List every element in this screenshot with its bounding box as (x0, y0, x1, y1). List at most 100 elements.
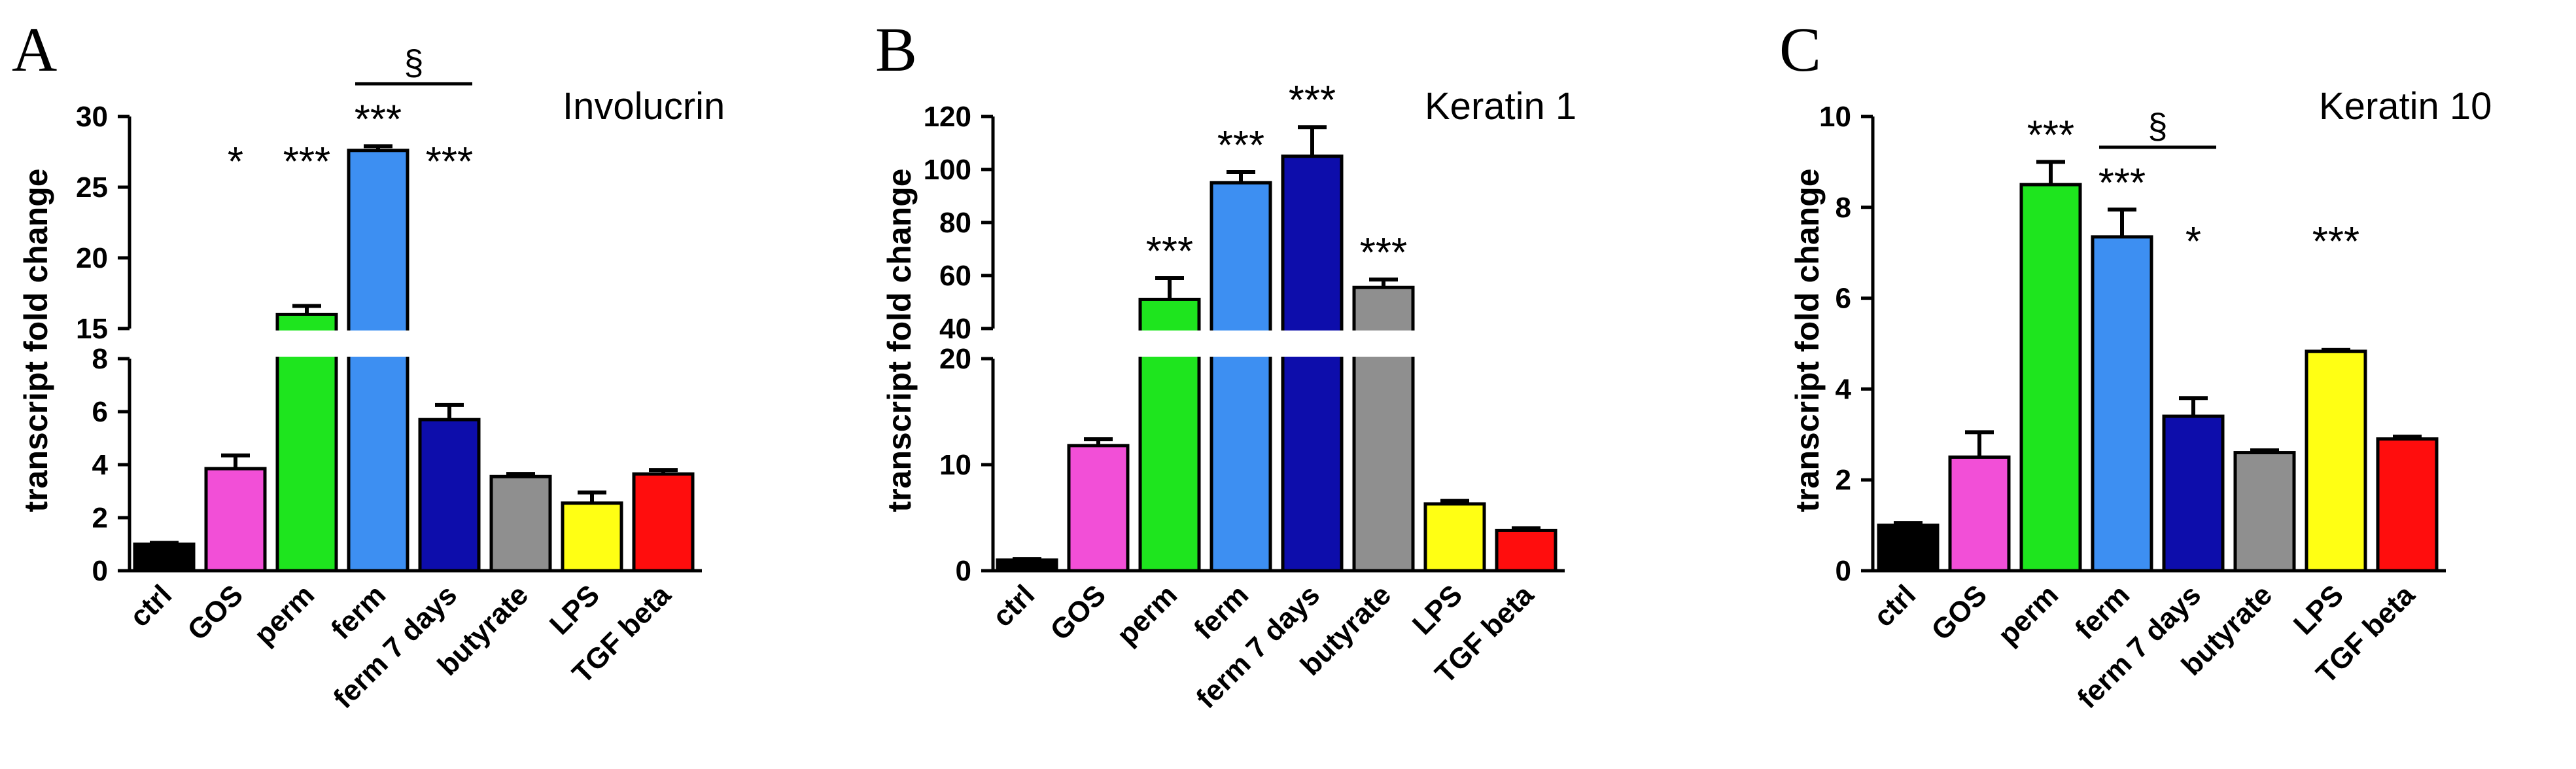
ylabel-a: transcript fold change (18, 168, 54, 512)
category-label: GOS (1925, 579, 1993, 647)
significance-marker: *** (1146, 229, 1193, 274)
y-tick-label: 25 (76, 171, 108, 204)
category-label: LPS (2288, 579, 2350, 641)
axis-break-gap (1279, 331, 1346, 357)
significance-marker: *** (426, 139, 473, 185)
bar-lps (2305, 349, 2367, 573)
y-tick-label: 60 (939, 260, 971, 292)
significance-marker: *** (2312, 219, 2359, 264)
bar-tgf-beta (632, 472, 695, 573)
bar-butyrate (489, 474, 552, 573)
category-label: ferm (1188, 579, 1255, 645)
bracket-label: § (2148, 107, 2167, 146)
bar-gos (1948, 456, 2011, 573)
gene-title-b: Keratin 1 (1425, 85, 1576, 128)
y-tick-label: 0 (956, 555, 971, 587)
bar-tgf-beta (1495, 528, 1558, 573)
category-label: perm (1992, 579, 2064, 651)
bar-ferm-7-days (1281, 154, 1344, 573)
bar-ctrl (996, 558, 1058, 573)
category-label: ctrl (124, 579, 178, 633)
panel-a: A Involucrin transcript fold change 0 2 4 6… (12, 14, 725, 715)
y-tick-label: 0 (1836, 555, 1851, 587)
y-tick-label: 8 (92, 343, 108, 375)
y-tick-label: 2 (1836, 464, 1851, 496)
y-tick-label: 100 (924, 154, 971, 186)
y-tick-label: 20 (939, 343, 971, 375)
category-label: GOS (1044, 579, 1112, 647)
y-tick-label: 4 (92, 449, 109, 481)
panel-letter-c: C (1779, 14, 1821, 84)
bar-ferm (2091, 235, 2153, 573)
significance-marker: * (2185, 219, 2201, 264)
ylabel-c: transcript fold change (1789, 168, 1826, 512)
significance-marker: *** (283, 139, 330, 185)
category-label: ctrl (1868, 579, 1922, 633)
panel-letter-b: B (875, 14, 917, 84)
significance-marker: * (228, 139, 243, 185)
y-tick-label: 15 (76, 313, 108, 345)
bar-butyrate (1352, 285, 1415, 573)
category-label: ferm (325, 579, 392, 645)
bar-lps (1423, 502, 1486, 573)
bar-ferm (347, 149, 409, 573)
bar-ferm-7-days (2162, 414, 2225, 573)
bar-ferm-7-days (418, 418, 481, 573)
significance-marker: *** (355, 97, 402, 142)
bar-ctrl (133, 543, 196, 573)
gene-title-a: Involucrin (563, 85, 725, 128)
gene-title-c: Keratin 10 (2319, 85, 2492, 128)
category-label: perm (248, 579, 321, 651)
bar-ferm (1210, 181, 1272, 573)
y-tick-label: 80 (939, 207, 971, 239)
bar-perm (275, 312, 338, 573)
axis-break-gap (1136, 331, 1203, 357)
category-label: GOS (181, 579, 249, 647)
panel-c: C Keratin 10 transcript fold change 0 2 4 6… (1779, 14, 2492, 715)
y-tick-label: 10 (939, 449, 971, 481)
bar-lps (561, 501, 623, 573)
y-tick-label: 6 (1836, 283, 1851, 315)
category-label: ferm 7 days (327, 579, 463, 715)
panel-letter-a: A (12, 14, 57, 84)
bracket-label: § (404, 43, 423, 82)
y-tick-label: 10 (1819, 101, 1851, 133)
panel-b: B Keratin 1 transcript fold change 0 10 20… (875, 14, 1576, 715)
category-label: ferm 7 days (2071, 579, 2207, 715)
bar-ctrl (1877, 524, 1940, 573)
axis-break-gap (345, 331, 411, 357)
significance-marker: *** (1217, 123, 1264, 168)
y-tick-label: 0 (92, 555, 108, 587)
y-tick-label: 120 (924, 101, 971, 133)
category-label: LPS (544, 579, 606, 641)
category-label: ferm 7 days (1190, 579, 1326, 715)
category-label: ctrl (986, 579, 1041, 633)
y-tick-label: 4 (1836, 373, 1852, 405)
axis-break-gap (273, 331, 340, 357)
bar-gos (1067, 444, 1130, 573)
axis-break-gap (1350, 331, 1417, 357)
category-label: LPS (1406, 579, 1469, 641)
y-tick-label: 20 (76, 242, 108, 274)
y-tick-label: 2 (92, 502, 108, 534)
significance-marker: *** (1360, 230, 1407, 276)
y-tick-label: 8 (1836, 192, 1851, 224)
bar-perm (2019, 183, 2082, 573)
bar-butyrate (2233, 451, 2296, 573)
y-tick-label: 6 (92, 396, 108, 428)
category-label: perm (1111, 579, 1183, 651)
bar-gos (204, 467, 267, 573)
plot-a: 0 2 4 6 815 20 25 30 ctrl GOS * perm *** ferm *** ferm … (76, 43, 702, 715)
axis-break-gap (1208, 331, 1274, 357)
bar-tgf-beta (2376, 437, 2439, 573)
y-tick-label: 40 (939, 313, 971, 345)
category-label: ferm (2069, 579, 2136, 645)
significance-marker: *** (2027, 113, 2074, 158)
significance-marker: *** (2098, 160, 2146, 206)
significance-marker: *** (1289, 78, 1336, 123)
y-tick-label: 30 (76, 101, 108, 133)
ylabel-b: transcript fold change (881, 168, 918, 512)
